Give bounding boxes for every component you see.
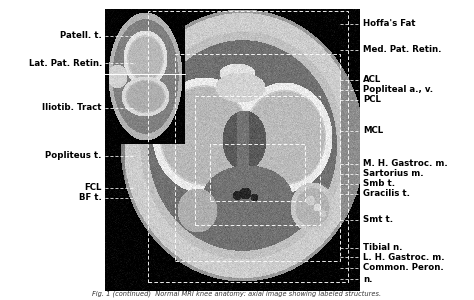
Text: Popliteal a., v.: Popliteal a., v. [363, 85, 433, 94]
Text: Sartorius m.: Sartorius m. [363, 169, 424, 178]
Bar [148, 11, 348, 282]
Text: Med. Pat. Retin.: Med. Pat. Retin. [363, 45, 441, 54]
Text: Patell. t.: Patell. t. [60, 32, 102, 40]
Bar [105, 9, 185, 144]
Text: FCL: FCL [85, 183, 102, 192]
Text: MCL: MCL [363, 126, 383, 135]
Text: Smt t.: Smt t. [363, 215, 393, 224]
Text: PCL: PCL [363, 95, 381, 104]
Bar [175, 54, 340, 261]
Text: Smb t.: Smb t. [363, 179, 395, 188]
Text: M. H. Gastroc. m.: M. H. Gastroc. m. [363, 159, 448, 168]
Text: Tibial n.: Tibial n. [363, 243, 402, 252]
Text: Lat. Pat. Retin.: Lat. Pat. Retin. [28, 58, 102, 68]
Text: Hoffa's Fat: Hoffa's Fat [363, 20, 416, 28]
Text: ACL: ACL [363, 75, 381, 84]
Text: Fig. 1 (continued)  Normal MRI knee anatomy: axial image showing labeled structu: Fig. 1 (continued) Normal MRI knee anato… [92, 290, 382, 297]
Bar [105, 9, 360, 291]
Bar [210, 144, 305, 201]
Text: BF t.: BF t. [79, 194, 102, 202]
Text: Gracilis t.: Gracilis t. [363, 189, 410, 198]
Text: Popliteus t.: Popliteus t. [46, 152, 102, 160]
Text: L. H. Gastroc. m.: L. H. Gastroc. m. [363, 253, 445, 262]
Text: Common. Peron.: Common. Peron. [363, 263, 444, 272]
Text: Iliotib. Tract: Iliotib. Tract [43, 103, 102, 112]
Bar [195, 96, 320, 225]
Text: n.: n. [363, 274, 373, 284]
